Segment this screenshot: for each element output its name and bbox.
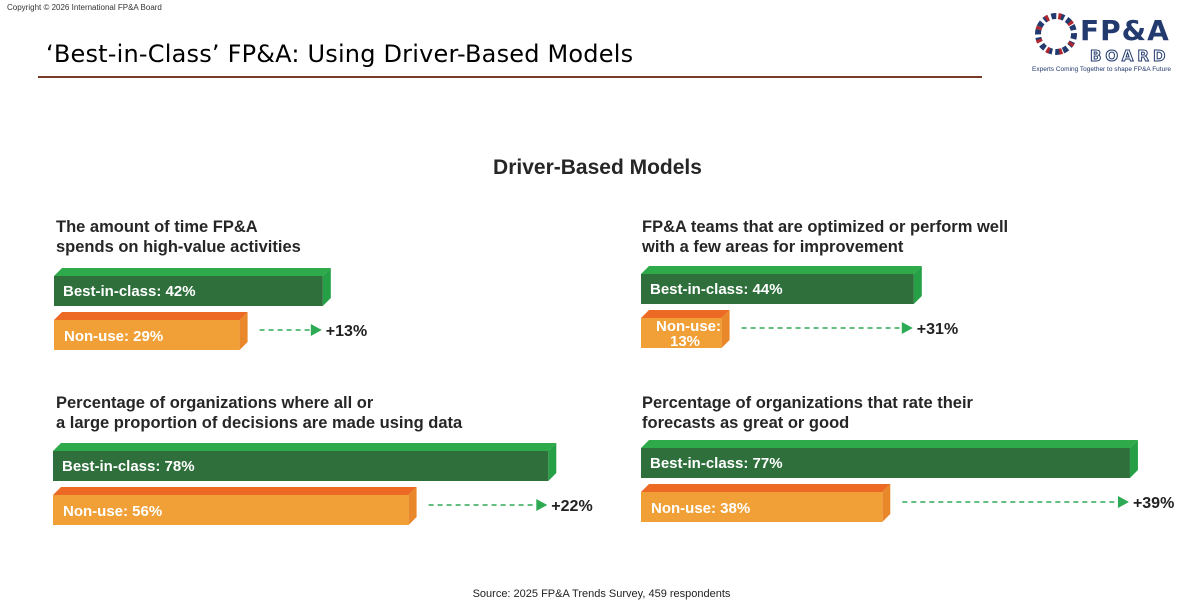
chart-4-best-in-class-label: Best-in-class: 77%: [650, 455, 783, 472]
chart-2-title-line-1: FP&A teams that are optimized or perform…: [642, 218, 1009, 236]
chart-2-best-in-class-bar-side: [913, 266, 922, 304]
chart-4-best-in-class-bar-side: [1129, 440, 1138, 478]
chart-3-title-line-1: Percentage of organizations where all or: [56, 394, 374, 412]
chart-1-non-use-bar: [54, 320, 240, 350]
chart-3-title: Percentage of organizations where all or…: [56, 393, 462, 433]
chart-1-title: The amount of time FP&A spends on high-v…: [56, 217, 301, 257]
logo-wordmark: FP&A: [1080, 14, 1170, 47]
chart-2-best-in-class-label: Best-in-class: 44%: [650, 281, 783, 298]
chart-1-best-in-class-bar-side: [322, 268, 331, 306]
chart-4-delta-label: +39%: [1133, 495, 1174, 512]
chart-3-best-in-class-bar-top: [53, 443, 557, 451]
chart-3-non-use-bar-top: [53, 487, 417, 495]
section-title: Driver-Based Models: [493, 156, 702, 179]
chart-2-non-use-label-line-2: 13%: [670, 333, 700, 350]
chart-1-best-in-class-bar: [54, 276, 323, 306]
chart-2-non-use-bar-top: [641, 310, 730, 318]
chart-4-non-use-bar: [641, 492, 883, 522]
chart-2-delta-label: +31%: [917, 321, 958, 338]
source-note: Source: 2025 FP&A Trends Survey, 459 res…: [472, 588, 731, 600]
chart-3-non-use-bar: [53, 495, 409, 525]
chart-3-non-use-label: Non-use: 56%: [63, 503, 162, 520]
chart-4-best-in-class-bar: [641, 448, 1130, 478]
chart-4-title-line-2: forecasts as great or good: [642, 414, 850, 432]
chart-2-title: FP&A teams that are optimized or perform…: [642, 217, 1008, 257]
chart-3-title-line-2: a large proportion of decisions are made…: [56, 414, 463, 432]
chart-4-non-use-bar-side: [882, 484, 891, 522]
chart-1-delta-arrow-head: [310, 324, 322, 336]
chart-3-delta-label: +22%: [551, 498, 592, 515]
chart-4-non-use-bar-top: [641, 484, 891, 492]
fpa-board-logo: FP&A BOARD Experts Coming Together to sh…: [1028, 8, 1193, 78]
logo-tagline: Experts Coming Together to shape FP&A Fu…: [1032, 66, 1171, 73]
chart-2-non-use-bar: [641, 318, 722, 348]
logo-board-text: BOARD: [1089, 47, 1170, 66]
chart-2-best-in-class-bar: [641, 274, 914, 304]
chart-1-best-in-class-label: Best-in-class: 42%: [63, 283, 196, 300]
chart-4-title: Percentage of organizations that rate th…: [642, 393, 973, 433]
title-underline: [38, 76, 982, 78]
chart-4-non-use-label: Non-use: 38%: [651, 500, 750, 517]
chart-2-delta-arrow-head: [901, 322, 913, 334]
chart-1-title-line-2: spends on high-value activities: [56, 238, 301, 256]
chart-4-delta-arrow-head: [1117, 496, 1129, 508]
chart-1-non-use-bar-top: [54, 312, 248, 320]
chart-4-title-line-1: Percentage of organizations that rate th…: [642, 394, 973, 412]
chart-2-non-use-bar-side: [721, 310, 730, 348]
chart-2-title-line-2: with a few areas for improvement: [642, 238, 904, 256]
chart-1-delta-label: +13%: [326, 323, 367, 340]
chart-3-non-use-bar-side: [408, 487, 417, 525]
logo-ring-icon: [1035, 13, 1077, 55]
chart-1-non-use-bar-side: [239, 312, 248, 350]
chart-2-non-use-label-line-1: Non-use:: [656, 318, 721, 335]
chart-2-best-in-class-bar-top: [641, 266, 922, 274]
chart-1-best-in-class-bar-top: [54, 268, 331, 276]
copyright-notice: Copyright © 2026 International FP&A Boar…: [7, 3, 162, 12]
chart-1-title-line-1: The amount of time FP&A: [56, 218, 258, 236]
chart-4-best-in-class-bar-top: [641, 440, 1138, 448]
chart-3-best-in-class-bar-side: [548, 443, 557, 481]
chart-3-best-in-class-bar: [53, 451, 549, 481]
page-title: ‘Best-in-Class’ FP&A: Using Driver-Based…: [46, 40, 634, 68]
chart-3-best-in-class-label: Best-in-class: 78%: [62, 458, 195, 475]
chart-1-non-use-label: Non-use: 29%: [64, 328, 163, 345]
chart-3-delta-arrow-head: [536, 499, 548, 511]
